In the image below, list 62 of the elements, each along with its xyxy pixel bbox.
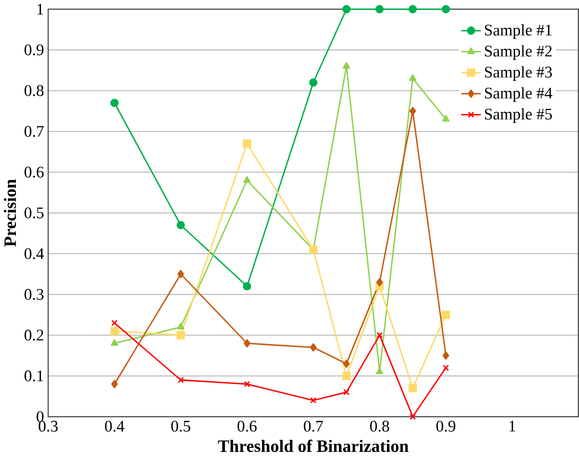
point (110, 327, 119, 336)
point (376, 278, 383, 286)
legend-label: Sample #4 (484, 87, 552, 102)
y-tick-label: 0.8 (24, 85, 44, 96)
x-tick-label: 0.4 (105, 420, 124, 432)
point (442, 115, 450, 122)
point (178, 376, 184, 384)
y-tick-label: 0.3 (24, 289, 44, 300)
x-tick-label: 1 (510, 420, 516, 432)
point (442, 310, 450, 320)
point (408, 5, 417, 14)
legend-label: Sample #2 (484, 45, 552, 60)
x-tick-label: 0.6 (238, 420, 257, 432)
point (177, 322, 184, 330)
point (177, 270, 184, 278)
point (244, 381, 250, 388)
legend-label: Sample #5 (484, 108, 552, 123)
point (343, 389, 350, 396)
legend-label: Sample #3 (484, 66, 552, 81)
y-tick-label: 0.4 (24, 248, 44, 260)
point (243, 176, 251, 183)
point (111, 320, 118, 326)
point (376, 368, 384, 374)
point (410, 414, 416, 420)
point (242, 282, 252, 291)
point (176, 221, 185, 230)
point (343, 360, 350, 368)
point (342, 62, 350, 69)
point (342, 372, 351, 380)
point (342, 5, 351, 14)
point (310, 343, 317, 352)
point (310, 397, 316, 404)
x-axis-title: Threshold of Binarization (218, 440, 409, 452)
point (176, 331, 185, 340)
point (111, 380, 118, 388)
y-tick-label: 0.7 (24, 126, 44, 137)
point (375, 5, 384, 14)
legend-label: Sample #1 (484, 24, 552, 39)
point (244, 339, 250, 348)
point (442, 5, 450, 14)
y-tick-label: 0.6 (24, 166, 44, 178)
y-tick-label: 0.9 (24, 44, 44, 56)
y-tick-label: 0.1 (24, 370, 44, 382)
y-axis-title: Precision (4, 179, 16, 247)
point (409, 106, 416, 116)
point (242, 140, 252, 148)
y-tick-label: 0.5 (24, 208, 44, 218)
x-tick-label: 0.9 (436, 420, 456, 432)
point (442, 364, 450, 371)
point (376, 332, 383, 338)
point (409, 74, 416, 81)
x-tick-label: 0.8 (370, 420, 390, 432)
y-tick-label: 0.2 (24, 330, 44, 341)
point (408, 384, 417, 392)
y-tick-label: 1 (37, 4, 44, 15)
y-tick-label: 0 (36, 411, 44, 422)
point (110, 98, 119, 108)
point (442, 351, 450, 360)
x-tick-label: 0.7 (304, 420, 323, 432)
point (309, 78, 318, 87)
x-tick-label: 0.5 (171, 420, 190, 432)
point (110, 339, 118, 346)
